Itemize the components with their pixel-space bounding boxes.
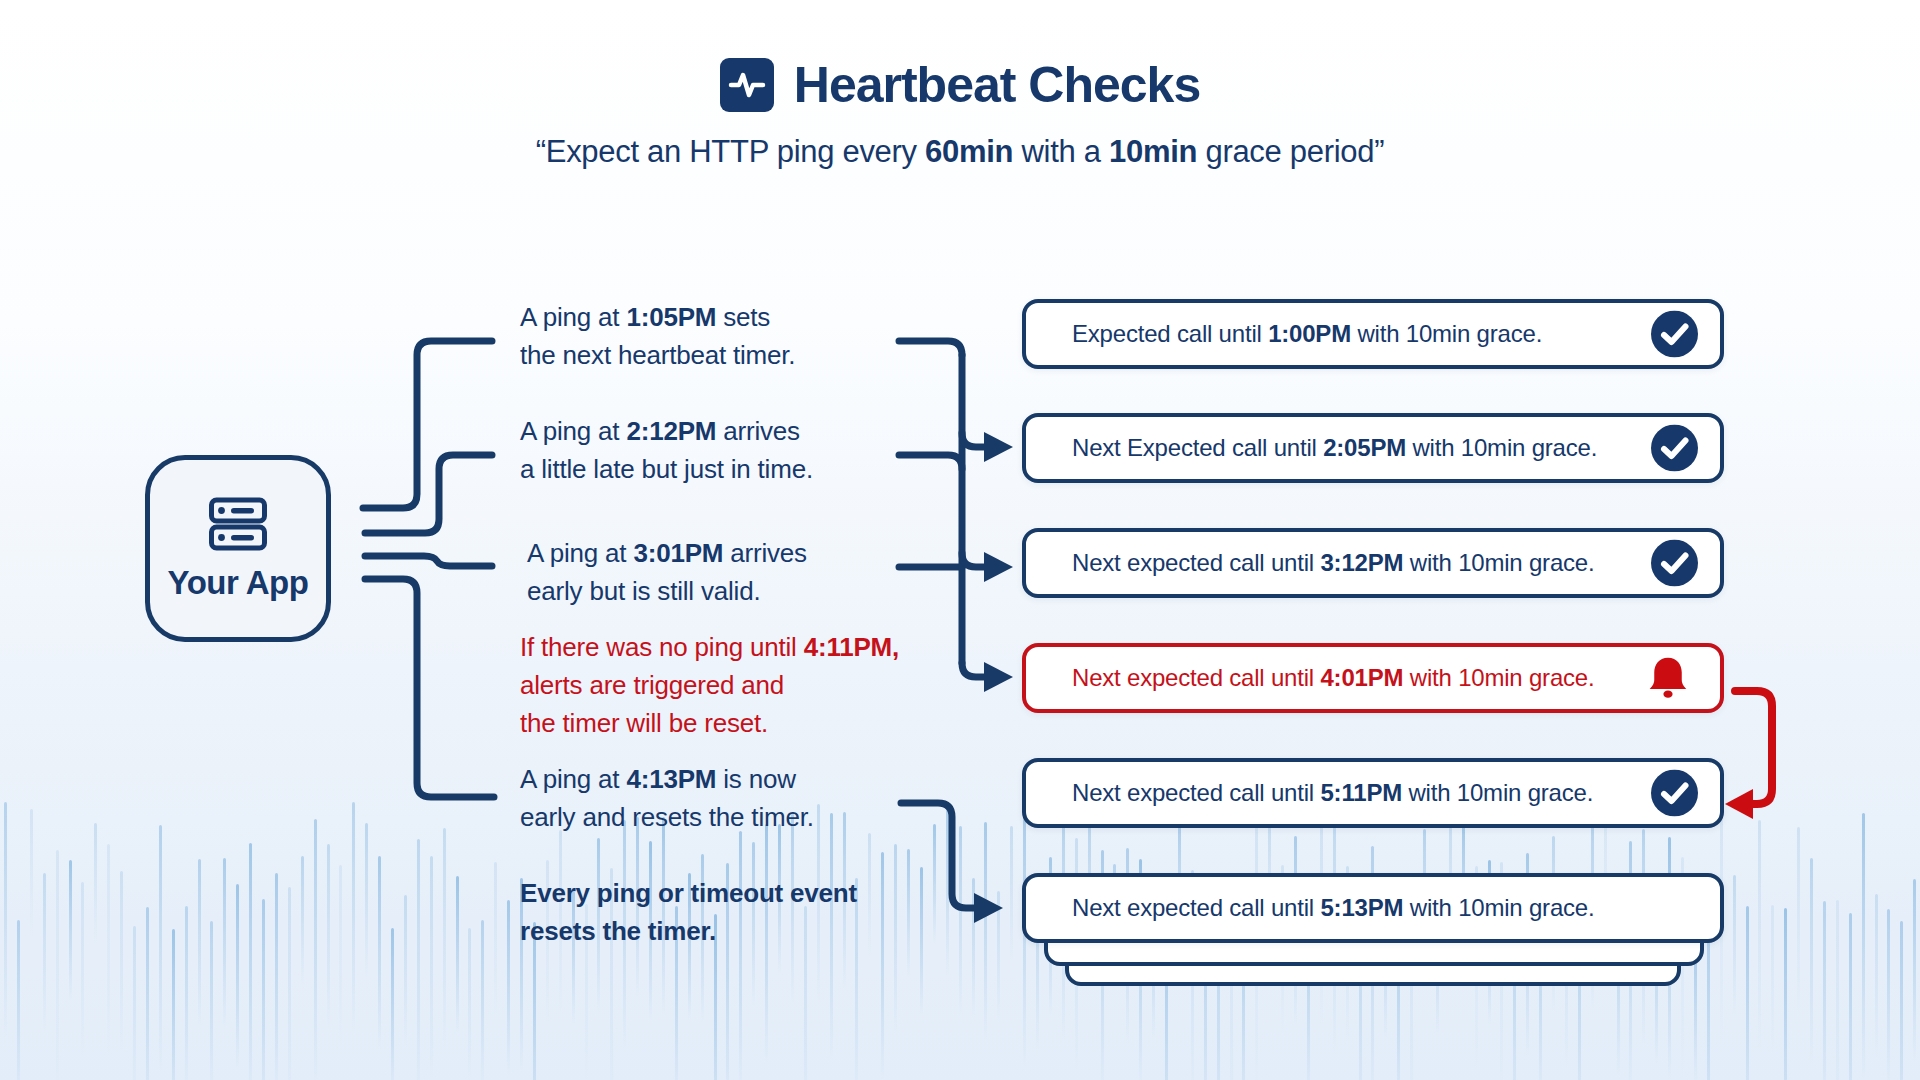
status-box-5: Next expected call until 5:11PM with 10m… (1022, 758, 1724, 828)
status-text: Next expected call until 5:11PM with 10m… (1072, 779, 1593, 807)
bell-icon (1646, 655, 1690, 701)
status-box-1: Expected call until 1:00PM with 10min gr… (1022, 299, 1724, 369)
activity-icon (720, 58, 774, 112)
event-text-5: A ping at 4:13PM is now early and resets… (520, 760, 950, 836)
check-circle-icon (1651, 540, 1698, 587)
status-text: Next expected call until 4:01PM with 10m… (1072, 664, 1594, 692)
status-box-2: Next Expected call until 2:05PM with 10m… (1022, 413, 1724, 483)
check-circle-icon (1651, 770, 1698, 817)
status-text: Next Expected call until 2:05PM with 10m… (1072, 434, 1597, 462)
check-circle-icon (1651, 425, 1698, 472)
event-text-timeout: If there was no ping until 4:11PM, alert… (520, 628, 950, 742)
status-text: Next expected call until 3:12PM with 10m… (1072, 549, 1594, 577)
page-background: Heartbeat Checks “Expect an HTTP ping ev… (0, 0, 1920, 1080)
check-circle-icon (1651, 311, 1698, 358)
page-subtitle: “Expect an HTTP ping every 60min with a … (0, 134, 1920, 170)
timeout-reset-arrow (1725, 691, 1772, 819)
event-text-2: A ping at 2:12PM arrives a little late b… (520, 412, 950, 488)
status-box-current: Next expected call until 5:13PM with 10m… (1022, 873, 1724, 943)
status-box-alert: Next expected call until 4:01PM with 10m… (1022, 643, 1724, 713)
event-text-3: A ping at 3:01PM arrives early but is st… (527, 534, 957, 610)
your-app-label: Your App (168, 564, 309, 602)
status-box-3: Next expected call until 3:12PM with 10m… (1022, 528, 1724, 598)
status-text: Next expected call until 5:13PM with 10m… (1072, 894, 1594, 922)
status-text: Expected call until 1:00PM with 10min gr… (1072, 320, 1542, 348)
your-app-node: Your App (145, 455, 331, 642)
app-connector-lines (363, 341, 494, 797)
event-text-reset-note: Every ping or timeout event resets the t… (520, 874, 950, 950)
server-icon (208, 496, 268, 552)
page-header: Heartbeat Checks (0, 56, 1920, 114)
page-title: Heartbeat Checks (794, 56, 1200, 114)
event-text-1: A ping at 1:05PM sets the next heartbeat… (520, 298, 950, 374)
